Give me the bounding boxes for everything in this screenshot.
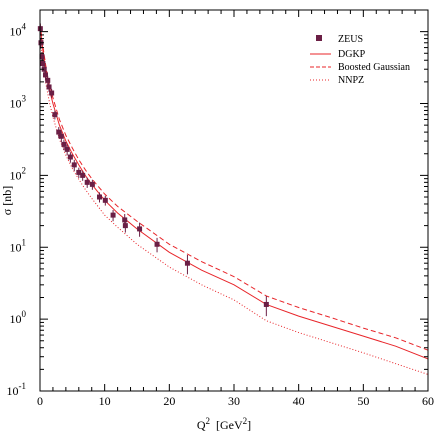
x-axis-label: Q2 [GeV2] [197, 416, 251, 432]
legend-zeus-marker [316, 35, 322, 41]
data-point [41, 66, 47, 72]
data-point [137, 226, 143, 232]
y-tick-label: 102 [10, 165, 27, 182]
x-axis-label-sup: 2 [206, 416, 211, 426]
ticks-layer [39, 9, 429, 392]
data-point [58, 133, 64, 139]
x-axis-label-unit: [GeV [216, 418, 243, 432]
x-tick-label: 30 [228, 394, 240, 408]
legend-boosted-gaussian-label: Boosted Gaussian [338, 62, 410, 73]
y-tick-label: 103 [10, 94, 27, 111]
data-point [184, 260, 190, 266]
data-point [39, 54, 45, 60]
data-point [52, 112, 58, 118]
x-tick-label: 20 [163, 394, 175, 408]
data-point [89, 181, 95, 187]
data-point [76, 169, 82, 175]
x-tick-label: 50 [357, 394, 369, 408]
data-point [56, 129, 62, 135]
y-axis-label: σ [nb] [0, 186, 14, 215]
data-point [67, 154, 73, 160]
data-point [122, 223, 128, 229]
x-tick-label: 40 [293, 394, 305, 408]
data-point [64, 146, 70, 152]
data-point [80, 172, 86, 178]
data-point [49, 90, 55, 96]
data-point [71, 162, 77, 168]
data-point [45, 77, 51, 83]
data-point [122, 217, 128, 223]
data-point [61, 141, 67, 147]
y-tick-label: 100 [10, 309, 27, 326]
x-axis-label-symbol: Q [197, 418, 206, 432]
nnpz-curve [40, 34, 428, 375]
data-point [110, 212, 116, 218]
x-tick-label: 0 [37, 394, 43, 408]
legend-zeus-label: ZEUS [338, 34, 363, 45]
data-point [46, 84, 52, 90]
x-tick-label: 10 [99, 394, 111, 408]
tick-labels-layer: 0 10 20 30 40 50 60 10-1 100 101 102 103 104 [7, 22, 435, 408]
y-tick-label: 10-1 [7, 381, 27, 398]
legend-nnpz-label: NNPZ [338, 75, 364, 86]
data-point [96, 194, 102, 200]
x-axis-label-unit-close: ] [247, 418, 251, 432]
y-tick-label: 101 [10, 237, 27, 254]
data-point [154, 241, 160, 247]
dgkp-curve [40, 25, 428, 360]
legend-dgkp-label: DGKP [338, 49, 366, 60]
x-axis-label-unit-sup: 2 [243, 416, 248, 426]
data-point [102, 197, 108, 203]
data-point [40, 61, 46, 67]
x-tick-label: 60 [422, 394, 434, 408]
data-point [84, 179, 90, 185]
data-point [42, 72, 48, 78]
y-tick-label: 104 [10, 22, 27, 39]
legend: ZEUS DGKP Boosted Gaussian NNPZ [310, 34, 410, 86]
data-points-layer [37, 23, 269, 317]
data-point [263, 301, 269, 307]
